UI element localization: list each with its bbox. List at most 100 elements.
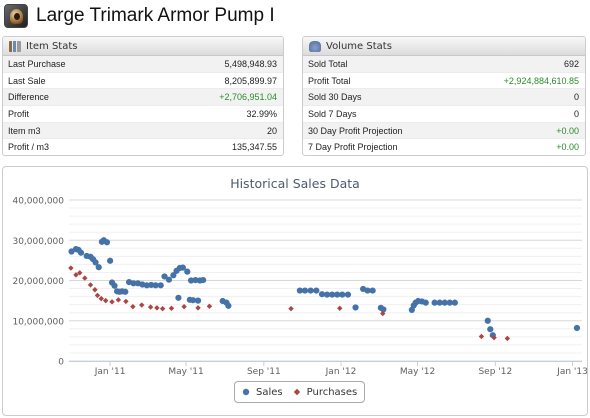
purchase-point	[109, 299, 115, 305]
purchase-point	[139, 302, 145, 308]
sales-point	[95, 264, 102, 271]
purchase-point	[115, 297, 122, 303]
purchase-point	[123, 298, 129, 305]
sales-point	[175, 294, 182, 301]
sales-point	[573, 324, 581, 332]
sales-point	[184, 268, 191, 275]
sales-point	[152, 282, 159, 289]
volume-stats-header: Volume Stats	[303, 37, 585, 56]
purchase-point	[73, 272, 79, 278]
item-stats-panel: Item Stats Last Purchase 5,498,948.93 Last…	[2, 36, 284, 156]
sales-point	[380, 306, 387, 313]
purchase-point	[87, 282, 94, 288]
volume-stat-value: 0	[573, 92, 579, 103]
sales-point	[339, 291, 346, 298]
x-tick-label: Jan '11	[94, 367, 126, 377]
item-header: Large Trimark Armor Pump I	[4, 2, 275, 30]
x-tick-label: Sep '12	[478, 367, 512, 377]
item-stat-label: Difference	[8, 92, 49, 103]
item-stat-value: 8,205,899.97	[224, 75, 277, 86]
y-tick-label: 20,000,000	[12, 277, 64, 287]
sales-point	[189, 297, 197, 304]
legend-item-sales[interactable]: Sales	[242, 387, 283, 398]
chart-legend: Sales Purchases	[234, 381, 366, 403]
purchase-point	[504, 335, 511, 342]
legend-item-purchases[interactable]: Purchases	[293, 387, 357, 398]
sales-point	[344, 291, 352, 298]
purchase-point	[491, 334, 497, 341]
item-stat-value: 32.99%	[246, 108, 277, 119]
item-stat-row: Item m3 20	[3, 122, 283, 140]
purchase-point	[98, 295, 104, 302]
item-stat-row: Last Purchase 5,498,948.93	[3, 56, 283, 73]
y-tick-label: 0	[58, 358, 64, 368]
purchase-point	[154, 305, 160, 311]
x-tick-label: Jan '13	[556, 367, 588, 377]
item-stats-header: Item Stats	[3, 37, 283, 56]
purchase-point	[337, 305, 343, 311]
item-stat-row: Last Sale 8,205,899.97	[3, 73, 283, 90]
sales-point	[352, 304, 359, 311]
purchase-point	[94, 292, 101, 299]
purchase-point	[130, 303, 136, 310]
volume-stat-label: Profit Total	[308, 75, 351, 86]
volume-stat-row: 7 Day Profit Projection +0.00	[303, 139, 585, 155]
sales-point	[200, 276, 207, 284]
purchase-point	[147, 304, 154, 310]
purchase-point	[288, 305, 294, 312]
volume-stat-value: +0.00	[556, 142, 579, 153]
sales-point	[157, 282, 164, 289]
volume-stat-row: Sold Total 692	[303, 56, 585, 73]
sales-point	[364, 287, 371, 294]
sales-point	[436, 299, 443, 306]
purchase-point	[159, 305, 166, 312]
item-stat-value: 5,498,948.93	[224, 58, 277, 69]
sales-point	[313, 287, 320, 294]
chart-title: Historical Sales Data	[230, 176, 360, 191]
purchase-point	[168, 305, 175, 311]
sales-point	[451, 299, 458, 306]
sales-point	[92, 259, 99, 266]
sales-point	[194, 297, 202, 304]
stats-icon	[9, 41, 21, 52]
volume-stat-value: +0.00	[556, 125, 579, 136]
purchases-marker-icon	[293, 388, 300, 396]
sales-point	[179, 264, 186, 271]
sales-point	[296, 287, 303, 294]
volume-stat-label: 30 Day Profit Projection	[308, 125, 403, 136]
volume-stat-label: Sold 7 Days	[308, 108, 357, 119]
sales-point	[122, 288, 129, 295]
purchase-point	[206, 303, 213, 309]
volume-stats-heading: Volume Stats	[326, 40, 392, 52]
item-stat-row: Profit 32.99%	[3, 106, 283, 123]
volume-stat-row: Profit Total +2,924,884,610.85	[303, 73, 585, 90]
volume-stat-label: Sold 30 Days	[308, 92, 362, 103]
purchase-point	[68, 265, 74, 271]
volume-stat-row: Sold 7 Days 0	[303, 106, 585, 123]
sales-point	[422, 299, 429, 306]
sales-point	[170, 272, 177, 279]
sales-point	[484, 317, 491, 324]
purchase-point	[478, 333, 485, 340]
purchase-point	[77, 270, 83, 276]
item-stat-value: 135,347.55	[231, 142, 277, 153]
item-stat-label: Item m3	[8, 125, 41, 136]
purchase-point	[92, 287, 98, 293]
sales-point	[329, 291, 336, 298]
sales-point	[323, 291, 331, 298]
purchase-point	[181, 303, 187, 310]
armor-pump-icon	[4, 4, 28, 28]
item-stat-value: +2,706,951.04	[219, 92, 277, 103]
volume-stat-value: 0	[573, 108, 579, 119]
sales-point	[431, 299, 438, 306]
sales-point	[107, 257, 114, 264]
sales-point	[446, 299, 453, 306]
item-stat-label: Last Sale	[8, 75, 46, 86]
item-stats-heading: Item Stats	[26, 40, 78, 52]
purchase-point	[102, 297, 109, 304]
item-stat-row: Difference +2,706,951.04	[3, 89, 283, 107]
sales-marker-icon	[242, 388, 250, 396]
item-stat-row: Profit / m3 135,347.55	[3, 139, 283, 155]
volume-icon	[309, 40, 321, 52]
